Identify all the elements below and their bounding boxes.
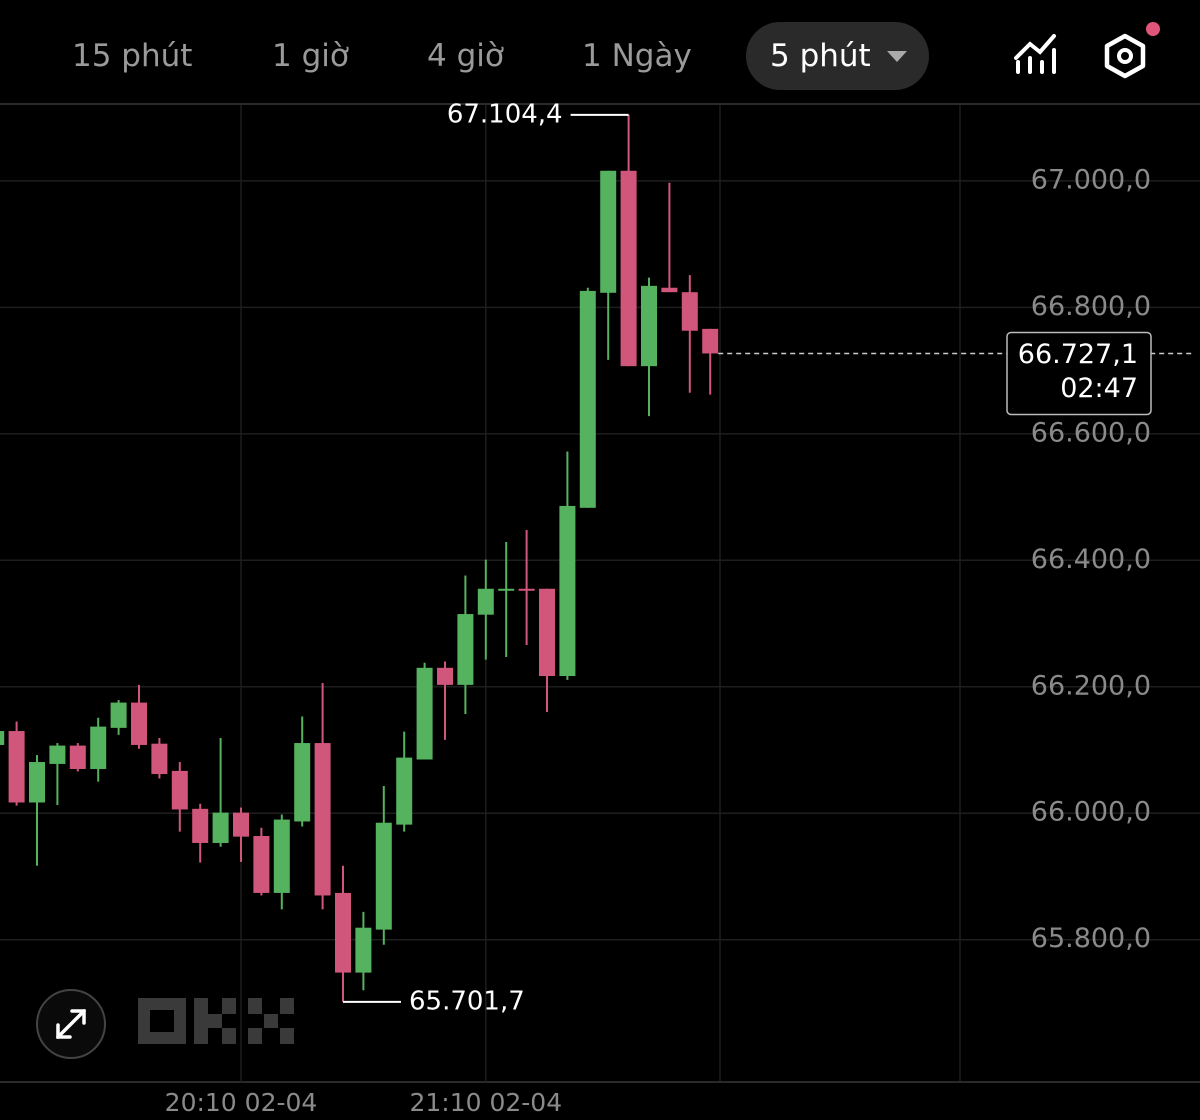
timeframe-tab[interactable]: 1 giờ <box>272 38 349 74</box>
candle-body <box>681 292 698 331</box>
candle-body <box>294 743 311 822</box>
x-tick-label: 21:10 02-04 <box>409 1088 562 1117</box>
candle-body <box>69 745 86 769</box>
indicator-icon[interactable] <box>1014 34 1056 74</box>
candle-body <box>0 731 5 745</box>
candle-body <box>477 588 494 615</box>
countdown: 02:47 <box>1060 373 1138 404</box>
y-tick-label: 67.000,0 <box>1031 164 1151 195</box>
candle-body <box>457 614 474 685</box>
candle-body <box>375 822 392 930</box>
y-tick-label: 66.200,0 <box>1031 670 1151 701</box>
candle-body <box>600 170 617 293</box>
candle-body <box>335 892 351 973</box>
toolbar-icons <box>1014 22 1160 79</box>
candle-body <box>355 927 372 973</box>
candle-body <box>49 745 66 764</box>
candle-body <box>131 702 147 745</box>
fullscreen-button[interactable] <box>36 989 106 1059</box>
last-price-box <box>1006 331 1152 416</box>
y-tick-label: 66.800,0 <box>1031 291 1151 322</box>
candle-body <box>171 770 188 810</box>
candle-body <box>620 170 637 367</box>
timeframe-tab[interactable]: 15 phút <box>72 38 193 74</box>
high-label: 67.104,4 <box>447 99 563 129</box>
candle-body <box>192 808 209 843</box>
candle-body <box>212 812 229 843</box>
x-tick-label: 20:10 02-04 <box>165 1088 318 1117</box>
candle-body <box>518 588 535 591</box>
candle-body <box>661 287 678 293</box>
timeframe-tab[interactable]: 4 giờ <box>427 38 504 74</box>
candle-body <box>498 588 515 591</box>
candle-body <box>416 667 433 760</box>
watermark <box>138 998 294 1044</box>
candle-body <box>437 667 453 685</box>
candle-body <box>314 743 331 896</box>
candle-body <box>233 812 249 837</box>
candle-body <box>702 328 719 354</box>
candle-body <box>396 757 413 825</box>
candle-body <box>273 819 290 893</box>
candle-body <box>90 726 107 769</box>
y-tick-label: 66.400,0 <box>1031 544 1151 575</box>
y-tick-label: 65.800,0 <box>1031 923 1151 954</box>
grid <box>0 105 1200 1082</box>
candle-body <box>29 762 45 803</box>
settings-icon[interactable] <box>1104 22 1160 79</box>
candle-body <box>8 731 25 803</box>
timeframe-tab[interactable]: 1 Ngày <box>582 38 692 74</box>
candle-body <box>559 505 576 677</box>
candle-body <box>151 743 168 775</box>
y-tick-label: 66.600,0 <box>1031 417 1151 448</box>
candle-body <box>641 285 657 367</box>
last-price-label: 66.727,1 <box>1018 339 1138 370</box>
candle-body <box>253 836 270 893</box>
candle-body <box>579 290 596 508</box>
y-tick-label: 66.000,0 <box>1031 797 1151 828</box>
candle-body <box>539 588 555 677</box>
timeframe-tab[interactable]: 5 phút <box>746 22 929 90</box>
candle-body <box>110 702 127 728</box>
low-label: 65.701,7 <box>409 986 525 1016</box>
